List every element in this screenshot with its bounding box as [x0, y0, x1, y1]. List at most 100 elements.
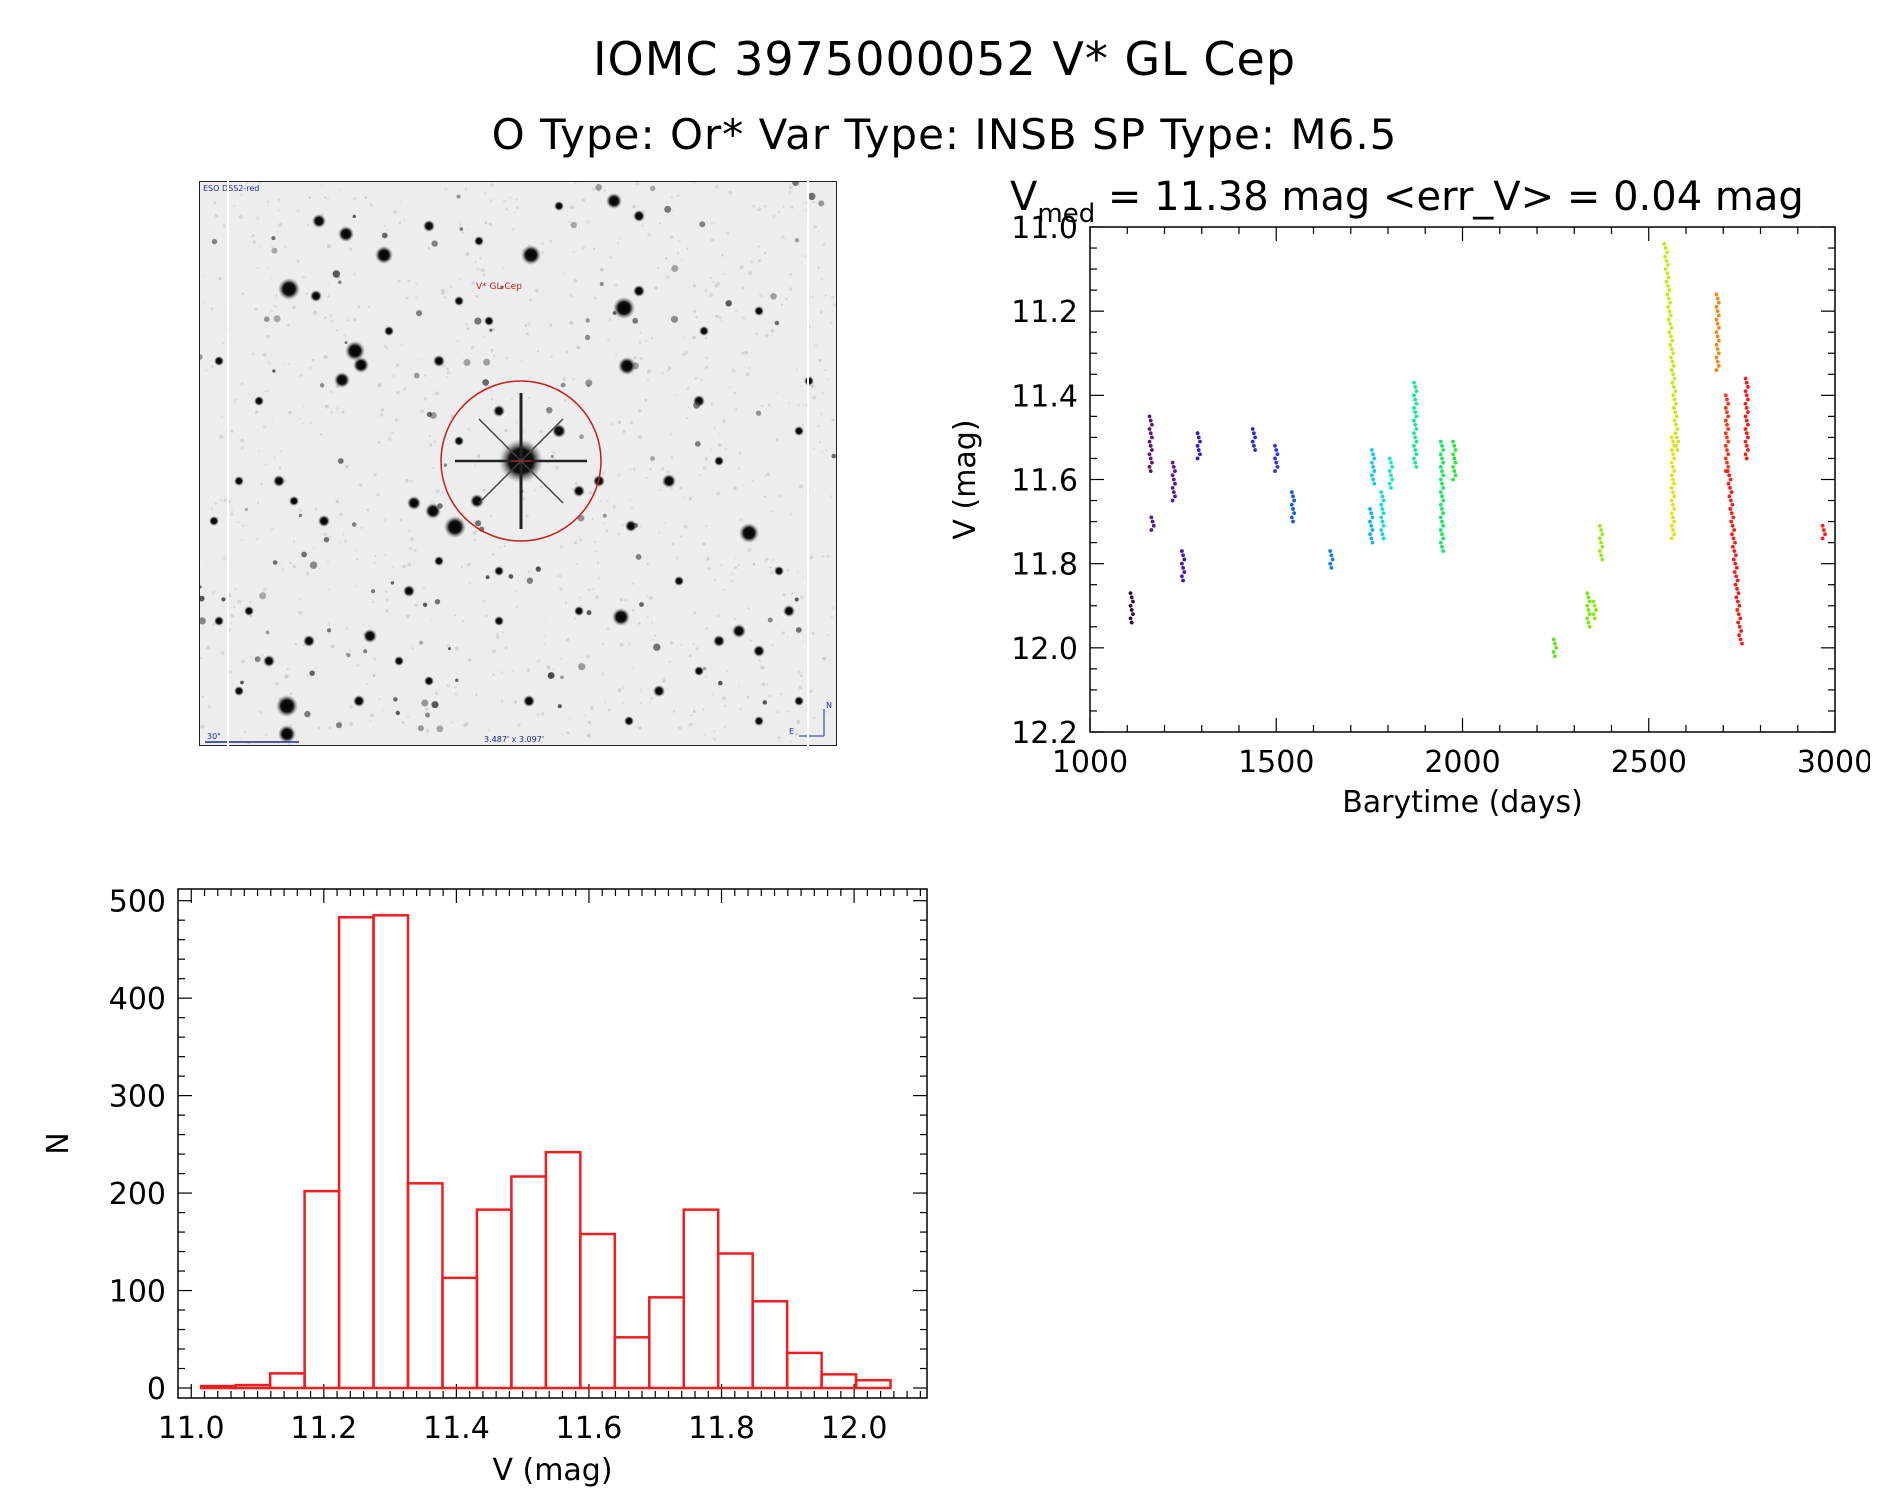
data-point [1413, 448, 1418, 452]
data-point-group [1170, 460, 1177, 503]
data-point [1666, 284, 1670, 288]
data-point [1148, 469, 1153, 473]
data-point [1729, 511, 1734, 516]
data-point [1723, 418, 1728, 423]
scale-label: 30" [207, 732, 221, 741]
data-point [1148, 418, 1153, 423]
data-point [1728, 477, 1733, 482]
data-point [1587, 599, 1592, 604]
data-point [1725, 397, 1729, 402]
data-point [1148, 443, 1153, 448]
data-point [1253, 448, 1257, 452]
histogram-bar [854, 1378, 892, 1390]
data-point [1669, 486, 1674, 490]
data-point [1328, 561, 1333, 566]
x-tick-label: 1500 [1238, 745, 1314, 780]
data-point [1716, 326, 1721, 330]
data-point-group [1289, 490, 1297, 524]
data-point-group [1820, 523, 1827, 541]
data-point [1131, 612, 1135, 617]
data-point-group [1714, 292, 1721, 372]
data-point [1440, 443, 1444, 448]
data-point [1387, 469, 1392, 473]
data-point [1387, 481, 1392, 486]
data-point [1674, 414, 1679, 419]
data-point [1371, 464, 1375, 469]
data-point [1723, 431, 1728, 436]
data-point [1289, 515, 1294, 520]
data-point [1723, 393, 1728, 398]
data-point [1381, 536, 1386, 541]
data-point [1823, 532, 1827, 537]
data-point [1414, 439, 1419, 444]
data-point [1820, 523, 1825, 528]
data-point [1716, 363, 1721, 368]
data-point [1275, 452, 1280, 457]
data-point [1730, 502, 1735, 507]
histogram-chart: 11.0 11.2 11.4 11.6 11.8 12.0 0 100 200 300 400 500… [41, 885, 928, 1488]
data-point [1196, 435, 1201, 440]
data-point [1438, 452, 1443, 457]
data-point [1171, 477, 1176, 482]
data-point [1739, 629, 1744, 633]
data-point [1452, 456, 1457, 461]
data-point [1151, 523, 1156, 528]
data-point [1380, 519, 1385, 524]
x-axis-label: V (mag) [492, 1453, 612, 1488]
data-point [1329, 553, 1334, 558]
data-point [1672, 397, 1677, 402]
data-point [1733, 561, 1738, 566]
data-point [1148, 431, 1153, 436]
data-point [1591, 612, 1596, 617]
data-point [1149, 528, 1154, 532]
data-point [1292, 498, 1297, 503]
data-point [1275, 464, 1280, 469]
histogram-bar [268, 1372, 306, 1390]
data-point [1672, 494, 1677, 499]
data-point [1672, 469, 1677, 473]
x-tick-label: 3000 [1797, 745, 1870, 780]
data-point [1663, 254, 1667, 259]
data-point [1452, 469, 1457, 473]
stats-label: Vmed = 11.38 mag <err_V> = 0.04 mag [1010, 174, 1804, 229]
data-point [1150, 519, 1155, 524]
data-point [1732, 570, 1737, 574]
data-point [1672, 532, 1677, 537]
x-tick-label: 11.8 [688, 1411, 755, 1446]
histogram-bar [544, 1150, 582, 1390]
data-point [1441, 460, 1446, 465]
data-point [1743, 427, 1748, 431]
data-point [1196, 448, 1201, 452]
data-point [1551, 637, 1556, 642]
data-point [1669, 523, 1674, 528]
data-point [1725, 460, 1729, 465]
data-point [1252, 443, 1256, 448]
data-point [1181, 578, 1186, 583]
data-point [1731, 536, 1736, 541]
target-circle [440, 380, 602, 542]
data-point [1734, 595, 1739, 600]
data-point [1438, 528, 1443, 532]
x-tick-label: 2000 [1424, 745, 1500, 780]
data-point [1441, 511, 1446, 516]
data-point [1438, 490, 1443, 495]
data-point [1663, 267, 1668, 271]
data-point [1746, 435, 1750, 440]
data-point [1586, 608, 1591, 612]
data-point [1389, 460, 1393, 465]
histogram-bar [579, 1232, 617, 1390]
data-point [1438, 464, 1443, 469]
data-point [1671, 393, 1676, 398]
data-point [1597, 536, 1602, 541]
data-point [1369, 523, 1374, 528]
histogram-bar [820, 1373, 858, 1390]
data-point [1597, 549, 1602, 553]
x-tick-label: 12.0 [821, 1411, 888, 1446]
data-point [1412, 380, 1416, 385]
data-point [1667, 309, 1672, 314]
data-point [1743, 401, 1748, 406]
data-point [1128, 603, 1133, 608]
data-point [1329, 565, 1334, 570]
histogram-bar [234, 1383, 272, 1390]
histogram-bar [682, 1208, 720, 1390]
